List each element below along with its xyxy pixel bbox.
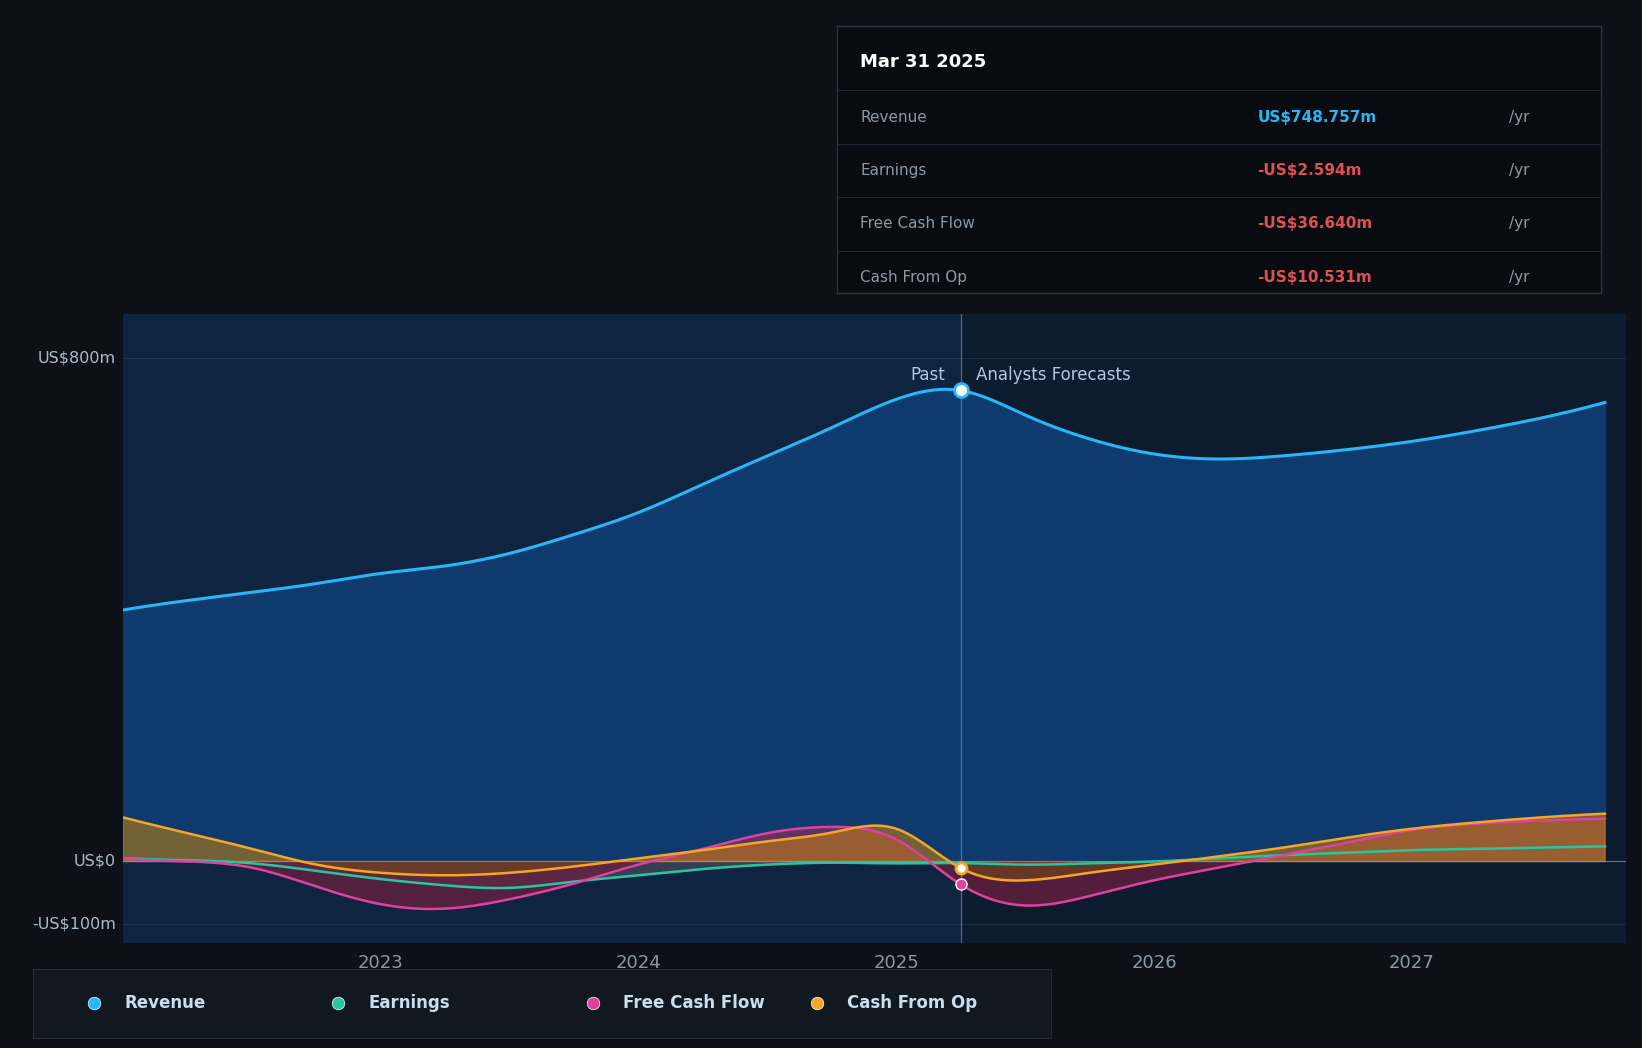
Text: Revenue: Revenue — [125, 995, 205, 1012]
Text: US$748.757m: US$748.757m — [1258, 110, 1376, 125]
Bar — [961, 314, 1626, 943]
Text: /yr: /yr — [1509, 163, 1530, 178]
Text: Earnings: Earnings — [369, 995, 450, 1012]
Text: Earnings: Earnings — [860, 163, 926, 178]
Bar — [123, 314, 961, 943]
Text: /yr: /yr — [1509, 270, 1530, 285]
Text: /yr: /yr — [1509, 110, 1530, 125]
Text: US$800m: US$800m — [38, 351, 115, 366]
Text: US$0: US$0 — [74, 854, 115, 869]
Text: Free Cash Flow: Free Cash Flow — [624, 995, 765, 1012]
Text: -US$36.640m: -US$36.640m — [1258, 217, 1373, 232]
Text: Free Cash Flow: Free Cash Flow — [860, 217, 975, 232]
Text: Analysts Forecasts: Analysts Forecasts — [975, 366, 1131, 385]
Text: /yr: /yr — [1509, 217, 1530, 232]
Text: Revenue: Revenue — [860, 110, 928, 125]
Text: -US$10.531m: -US$10.531m — [1258, 270, 1373, 285]
Text: -US$100m: -US$100m — [31, 917, 115, 932]
Text: Past: Past — [910, 366, 946, 385]
Text: -US$2.594m: -US$2.594m — [1258, 163, 1361, 178]
Text: Mar 31 2025: Mar 31 2025 — [860, 52, 987, 71]
Text: Cash From Op: Cash From Op — [860, 270, 967, 285]
Text: Cash From Op: Cash From Op — [847, 995, 977, 1012]
